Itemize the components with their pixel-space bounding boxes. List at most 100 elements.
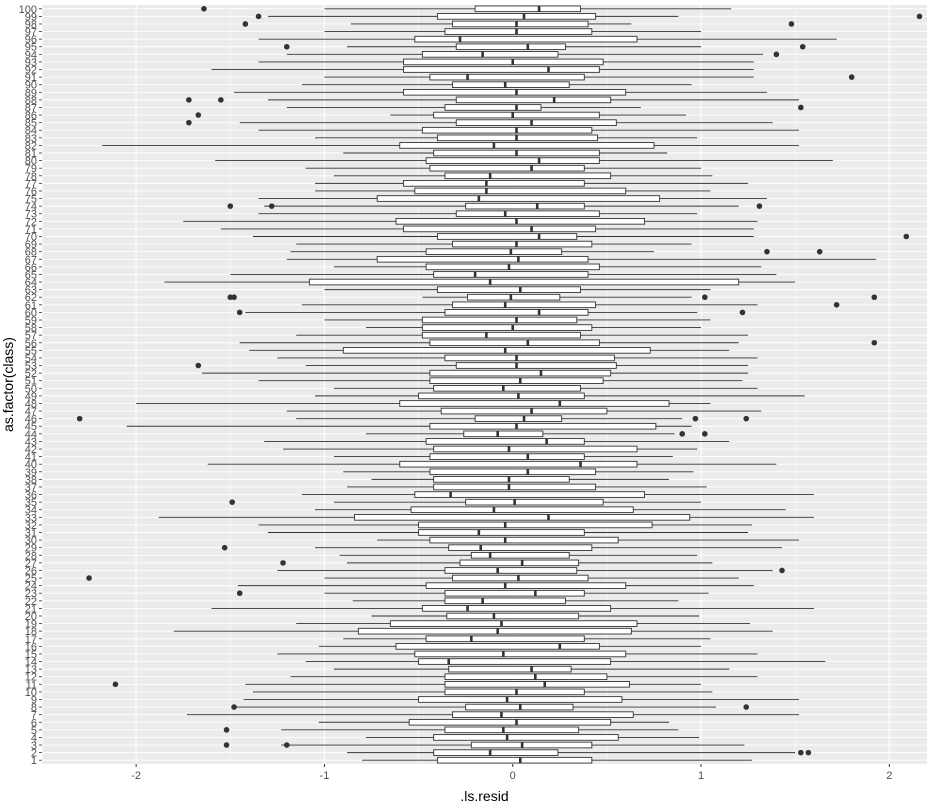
box-69	[296, 240, 692, 248]
box-9	[243, 696, 799, 703]
box-iqr	[429, 468, 597, 476]
box-23	[236, 589, 709, 597]
y-tick-label: 99	[25, 11, 37, 23]
outlier-point	[283, 43, 290, 50]
y-tick-label: 47	[25, 406, 37, 418]
box-iqr	[470, 551, 570, 559]
box-iqr	[474, 415, 563, 422]
y-tick-label: 88	[25, 95, 37, 107]
y-tick-label: 59	[25, 315, 37, 327]
y-tick-label: 83	[25, 133, 37, 145]
box-iqr	[403, 180, 585, 187]
outlier-point	[692, 415, 699, 422]
box-31	[267, 529, 749, 536]
box-62	[227, 293, 878, 301]
box-iqr	[429, 164, 585, 172]
y-tick-label: 24	[25, 581, 37, 593]
outlier-point	[231, 704, 237, 710]
y-tick-label: 37	[25, 482, 37, 494]
box-93	[258, 58, 754, 66]
box-33	[158, 514, 815, 521]
box-iqr	[452, 574, 589, 582]
y-tick-label: 16	[25, 641, 37, 653]
box-57	[296, 331, 749, 339]
y-tick-label: 95	[25, 42, 37, 54]
y-tick-label: 7	[31, 710, 37, 722]
box-iqr	[455, 210, 600, 218]
y-tick-label: 25	[25, 573, 37, 585]
box-iqr	[455, 362, 617, 369]
y-tick-label: 41	[25, 452, 37, 464]
y-tick-label: 9	[31, 694, 37, 706]
box-iqr	[444, 688, 585, 696]
box-iqr	[448, 544, 593, 551]
y-tick-label: 98	[25, 19, 37, 31]
box-iqr	[444, 681, 630, 688]
y-tick-label: 81	[25, 148, 37, 160]
box-iqr	[463, 430, 544, 438]
outlier-point	[195, 112, 202, 118]
box-61	[301, 301, 840, 309]
box-iqr	[474, 5, 581, 13]
box-iqr	[433, 476, 570, 483]
y-tick-label: 35	[25, 497, 37, 509]
outlier-point	[218, 97, 224, 103]
box-iqr	[436, 756, 593, 764]
outlier-point	[779, 567, 785, 574]
box-65	[230, 271, 777, 278]
box-iqr	[418, 658, 612, 665]
y-tick-label: 77	[25, 178, 37, 190]
box-100	[201, 5, 732, 13]
box-iqr	[421, 331, 581, 339]
box-16	[318, 643, 702, 650]
y-tick-label: 66	[25, 262, 37, 274]
y-tick-label: 79	[25, 163, 37, 175]
box-68	[290, 248, 823, 255]
box-28	[339, 551, 698, 559]
outlier-point	[195, 362, 202, 369]
box-89	[234, 88, 767, 96]
y-tick-label: 43	[25, 436, 37, 448]
box-25	[86, 574, 739, 582]
box-40	[207, 460, 777, 468]
box-54	[277, 354, 758, 362]
box-iqr	[452, 240, 593, 248]
box-iqr	[429, 536, 619, 544]
y-tick-label: 26	[25, 565, 37, 577]
y-tick-label: 11	[26, 679, 37, 691]
y-tick-label: 64	[25, 277, 37, 289]
y-tick-label: 65	[25, 269, 37, 281]
box-64	[164, 278, 796, 286]
box-51	[258, 377, 743, 385]
y-tick-label: 100	[19, 4, 37, 16]
box-39	[343, 468, 694, 476]
box-10	[252, 688, 713, 696]
box-iqr	[410, 506, 634, 514]
box-iqr	[389, 620, 638, 627]
outlier-point	[903, 233, 910, 240]
y-tick-label: 40	[25, 459, 37, 471]
y-tick-label: 23	[25, 588, 37, 600]
outlier-point	[871, 294, 878, 301]
outlier-point	[743, 704, 750, 710]
x-tick-label: 2	[886, 770, 892, 782]
outlier-point	[227, 203, 234, 209]
box-50	[333, 384, 758, 392]
box-60	[236, 309, 746, 316]
box-29	[221, 544, 783, 551]
box-55	[249, 347, 730, 354]
y-tick-label: 67	[25, 254, 37, 266]
box-iqr	[418, 696, 623, 703]
box-iqr	[465, 202, 585, 210]
box-85	[186, 119, 773, 126]
box-91	[324, 73, 855, 81]
box-iqr	[429, 73, 585, 81]
outlier-point	[702, 294, 708, 301]
box-46	[76, 415, 750, 422]
box-73	[258, 210, 698, 218]
box-45	[126, 422, 692, 430]
outlier-point	[112, 681, 119, 688]
box-iqr	[308, 278, 740, 286]
y-tick-label: 14	[25, 657, 37, 669]
y-tick-label: 91	[25, 72, 37, 84]
